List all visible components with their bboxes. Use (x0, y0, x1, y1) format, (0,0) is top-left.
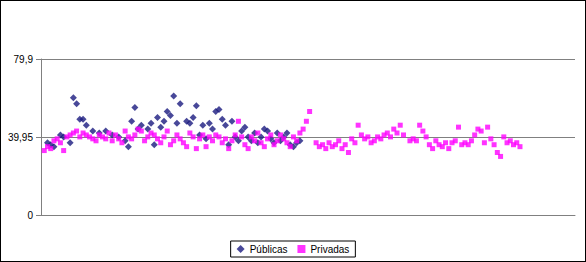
svg-text:79,9: 79,9 (14, 54, 34, 65)
svg-text:Privadas: Privadas (310, 244, 349, 255)
svg-text:Públicas: Públicas (250, 244, 288, 255)
svg-text:39,95: 39,95 (8, 132, 33, 143)
svg-text:0: 0 (27, 210, 33, 221)
